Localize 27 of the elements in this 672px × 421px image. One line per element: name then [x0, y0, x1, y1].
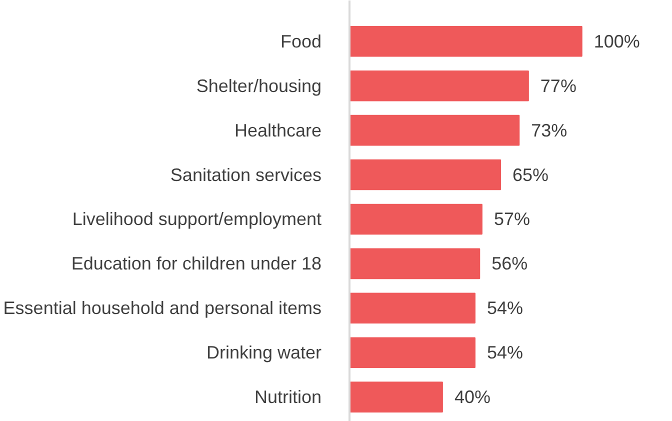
data-label: 56%	[492, 254, 528, 274]
data-label: 100%	[594, 31, 640, 52]
data-label: 54%	[486, 342, 524, 363]
y-tick-label: Shelter/housing	[196, 76, 322, 96]
data-label: 73%	[531, 120, 568, 140]
bar	[350, 26, 582, 57]
bar	[350, 382, 443, 412]
y-tick-label: Nutrition	[254, 387, 322, 408]
bar	[350, 114, 520, 146]
bar	[350, 292, 476, 324]
data-label: 54%	[486, 298, 524, 318]
y-tick-label: Sanitation services	[170, 164, 322, 185]
data-label: 57%	[494, 209, 530, 230]
bar	[350, 159, 502, 190]
data-label: 65%	[512, 164, 549, 185]
bar	[350, 70, 529, 102]
data-label: 40%	[454, 387, 490, 408]
y-tick-label: Livelihood support/employment	[72, 209, 322, 230]
bar	[350, 337, 476, 368]
y-tick-label: Food	[280, 31, 322, 52]
y-tick-label: Drinking water	[206, 342, 322, 363]
bar	[350, 248, 480, 280]
y-tick-label: Education for children under 18	[71, 254, 322, 274]
y-tick-label: Healthcare	[234, 120, 322, 140]
data-label: 77%	[540, 76, 576, 96]
bar	[350, 204, 482, 235]
y-tick-label: Essential household and personal items	[3, 298, 322, 318]
